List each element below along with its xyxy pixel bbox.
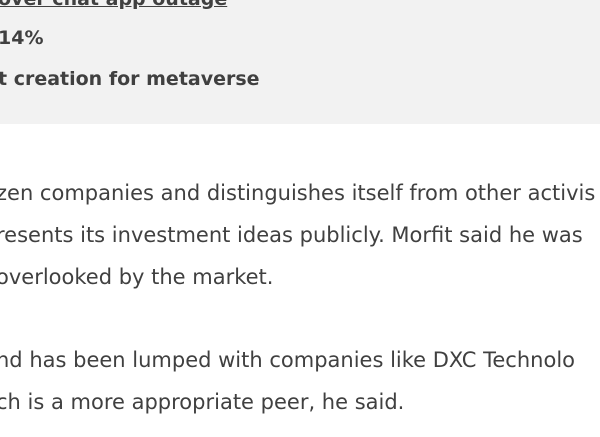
article-paragraph-2: nd has been lumped with companies like D… <box>0 339 600 423</box>
paragraph-line: ch is a more appropriate peer, he said. <box>0 390 405 414</box>
related-stories-panel: over chat app outage 14% t creation for … <box>0 0 600 124</box>
related-story-percentage: 14% <box>0 27 44 49</box>
paragraph-line: zen companies and distinguishes itself f… <box>0 181 596 205</box>
related-story-link-metaverse[interactable]: t creation for metaverse <box>0 68 260 90</box>
paragraph-line: overlooked by the market. <box>0 265 274 289</box>
article-paragraph-1: zen companies and distinguishes itself f… <box>0 172 600 298</box>
related-story-link-chat-outage[interactable]: over chat app outage <box>0 0 227 10</box>
paragraph-line: nd has been lumped with companies like D… <box>0 348 575 372</box>
article-body: zen companies and distinguishes itself f… <box>0 172 600 423</box>
paragraph-line: resents its investment ideas publicly. M… <box>0 223 583 247</box>
